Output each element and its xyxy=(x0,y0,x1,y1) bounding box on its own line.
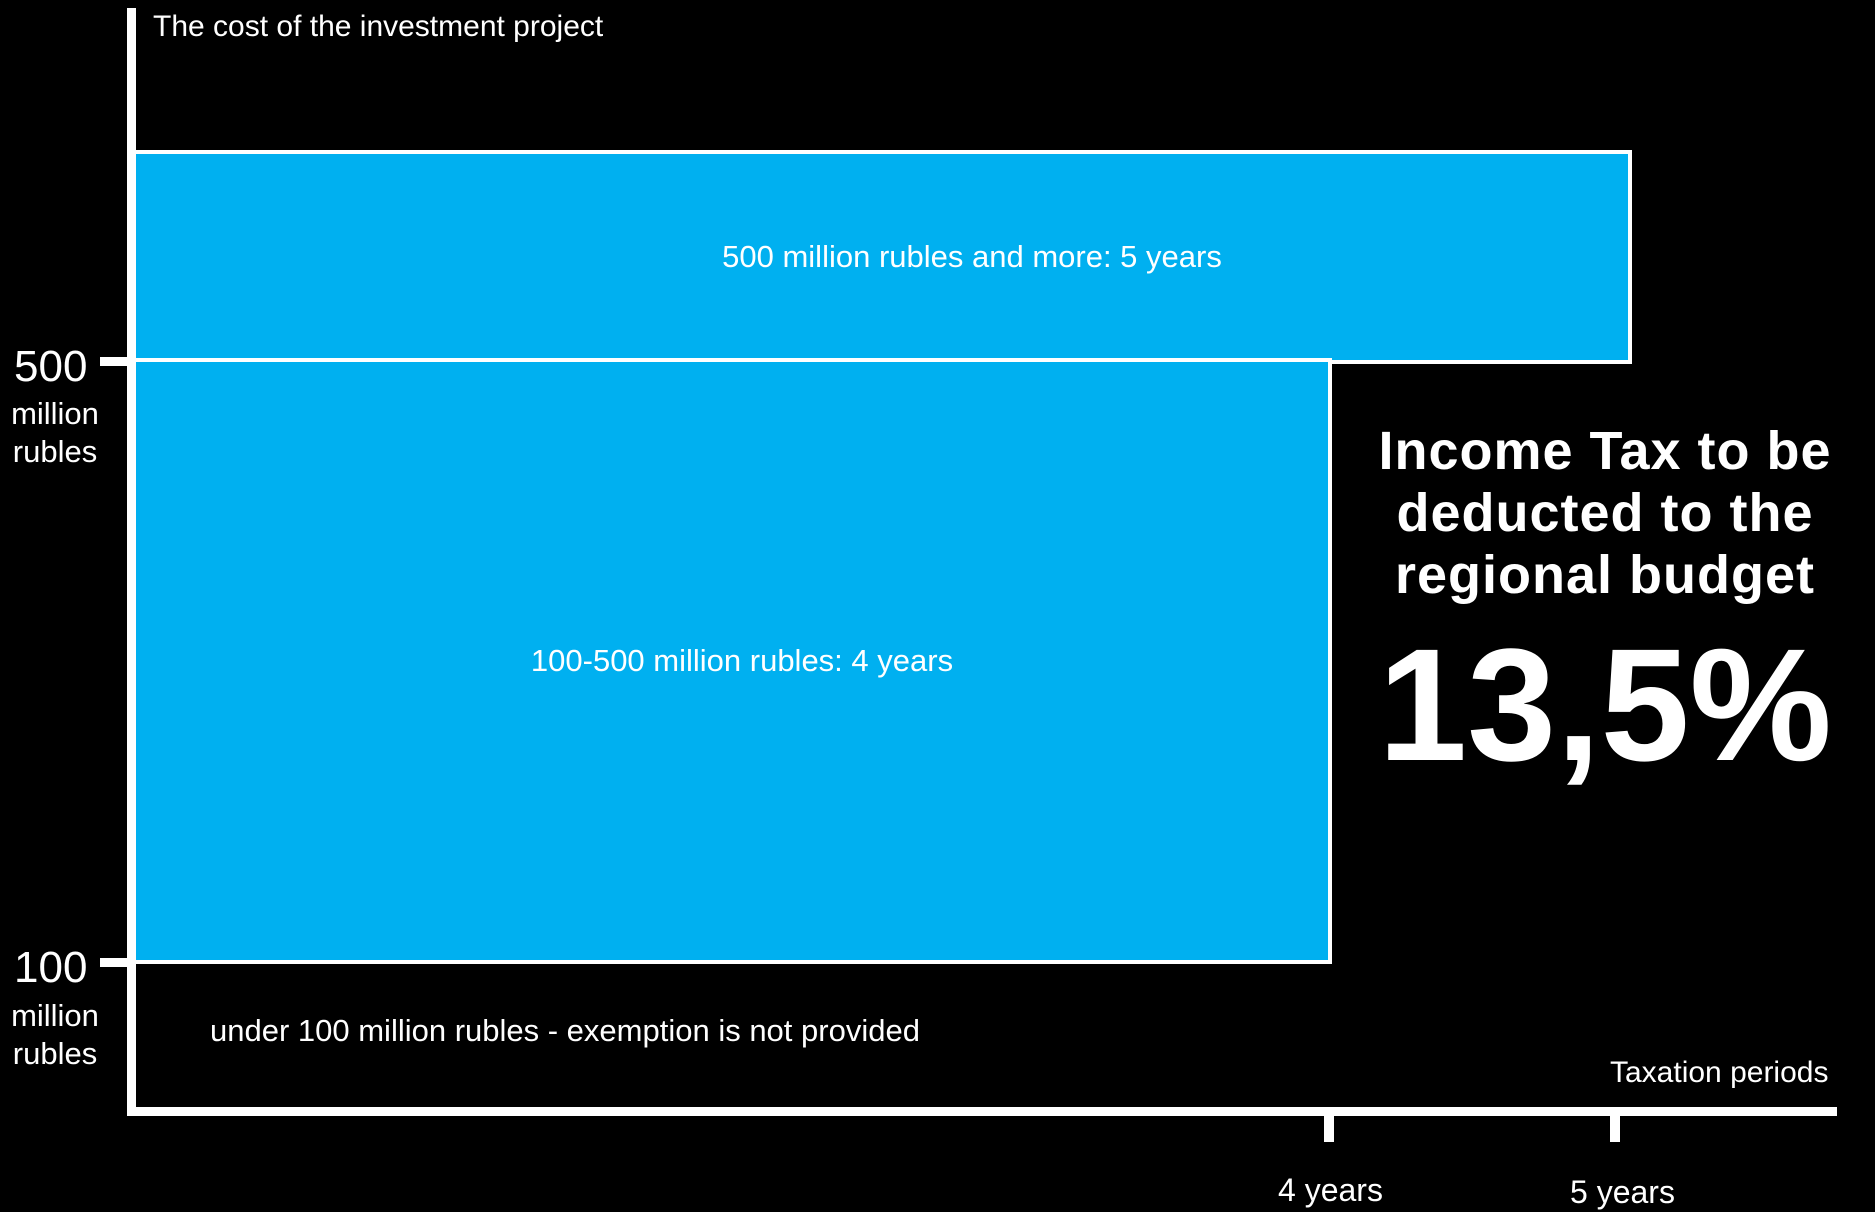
band-label-100-500: 100-500 million rubles: 4 years xyxy=(530,643,954,678)
x-axis-title: Taxation periods xyxy=(1610,1056,1829,1089)
band-500-plus: 500 million rubles and more: 5 years xyxy=(132,150,1632,364)
y-tick-unit-100-text: million rubles xyxy=(11,998,99,1071)
x-tick-5-years xyxy=(1610,1112,1620,1142)
y-tick-500 xyxy=(100,357,128,366)
x-axis-line xyxy=(127,1107,1837,1116)
y-tick-unit-500: million rubles xyxy=(0,395,110,471)
y-tick-label-500: 500 xyxy=(14,342,88,391)
below-threshold-note: under 100 million rubles - exemption is … xyxy=(210,1013,920,1048)
callout-rate: 13,5% xyxy=(1378,615,1832,794)
y-axis-line xyxy=(127,8,136,1115)
band-label-500-plus: 500 million rubles and more: 5 years xyxy=(722,239,1222,274)
y-tick-label-100: 100 xyxy=(14,943,88,992)
callout-headline: Income Tax to be deducted to the regiona… xyxy=(1378,421,1832,605)
y-axis-title: The cost of the investment project xyxy=(153,10,604,43)
x-tick-label-4-years: 4 years xyxy=(1278,1172,1383,1208)
x-tick-label-5-years: 5 years xyxy=(1570,1174,1675,1210)
y-tick-unit-500-text: million rubles xyxy=(11,396,99,469)
band-100-500: 100-500 million rubles: 4 years xyxy=(132,358,1332,964)
y-tick-100 xyxy=(100,958,128,967)
x-tick-4-years xyxy=(1324,1112,1334,1142)
y-tick-unit-100: million rubles xyxy=(0,997,110,1073)
